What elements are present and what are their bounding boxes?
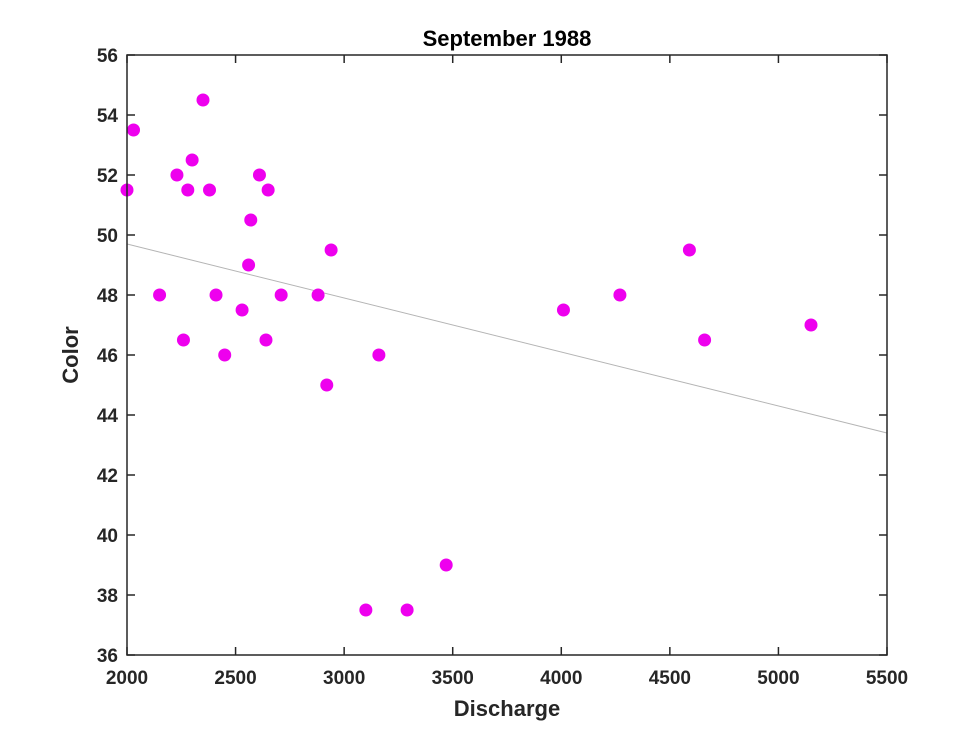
- data-point: [252, 168, 266, 182]
- x-tick-label: 3000: [323, 668, 365, 689]
- data-point: [153, 288, 167, 302]
- y-tick-label: 36: [97, 646, 118, 667]
- x-tick-label: 3500: [432, 668, 474, 689]
- y-axis-title: Color: [58, 326, 83, 384]
- data-point: [324, 243, 338, 257]
- x-axis-title: Discharge: [454, 696, 560, 721]
- x-tick-label: 5000: [757, 668, 799, 689]
- chart-title: September 1988: [423, 26, 592, 51]
- data-point: [209, 288, 223, 302]
- trend-line: [126, 243, 888, 434]
- data-point: [682, 243, 696, 257]
- data-point: [242, 258, 256, 272]
- data-point: [181, 183, 195, 197]
- y-tick-label: 54: [97, 106, 119, 127]
- data-point: [613, 288, 627, 302]
- y-tick-label: 50: [97, 226, 118, 247]
- data-point: [439, 558, 453, 572]
- data-point: [170, 168, 184, 182]
- data-point: [235, 303, 249, 317]
- data-point: [176, 333, 190, 347]
- data-point: [196, 93, 210, 107]
- data-point: [203, 183, 217, 197]
- y-tick-label: 46: [97, 346, 118, 367]
- tick-layer: 2000 2500 3000 3500 4000 4500 5000 5500 36 38 40 42…: [97, 46, 908, 689]
- trend-layer: [126, 243, 888, 434]
- data-point: [127, 123, 141, 137]
- data-point: [311, 288, 325, 302]
- data-point: [244, 213, 258, 227]
- y-tick-label: 52: [97, 166, 118, 187]
- y-tick-label: 40: [97, 526, 118, 547]
- data-point: [400, 603, 414, 617]
- x-tick-label: 2500: [214, 668, 256, 689]
- data-point: [320, 378, 334, 392]
- data-point: [261, 183, 275, 197]
- y-tick-label: 42: [97, 466, 118, 487]
- x-tick-label: 4000: [540, 668, 582, 689]
- y-tick-label: 38: [97, 586, 118, 607]
- x-tick-label: 5500: [866, 668, 908, 689]
- data-point: [218, 348, 232, 362]
- plot-frame: [126, 54, 888, 656]
- y-tick-label: 56: [97, 46, 118, 67]
- data-point: [556, 303, 570, 317]
- data-point: [274, 288, 288, 302]
- y-tick-label: 48: [97, 286, 118, 307]
- data-point: [372, 348, 386, 362]
- data-point: [259, 333, 273, 347]
- data-point: [804, 318, 818, 332]
- y-tick-label: 44: [97, 406, 119, 427]
- data-point: [185, 153, 199, 167]
- x-tick-label: 2000: [106, 668, 148, 689]
- data-point: [359, 603, 373, 617]
- x-tick-label: 4500: [649, 668, 691, 689]
- data-point: [698, 333, 712, 347]
- points-layer: [120, 93, 818, 617]
